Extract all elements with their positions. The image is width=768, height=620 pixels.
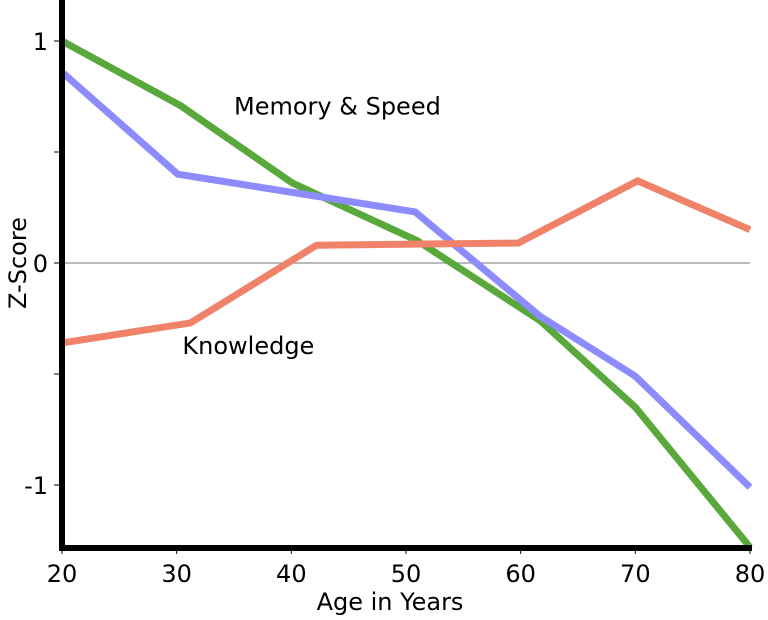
y-axis-label: Z-Score [4, 217, 32, 309]
annotation-knowledge: Knowledge [182, 332, 314, 360]
series-line-2 [61, 176, 752, 347]
x-tick-label: 30 [161, 560, 192, 588]
x-tick-label: 70 [620, 560, 651, 588]
x-tick-label: 60 [505, 560, 536, 588]
x-tick-label: 50 [391, 560, 422, 588]
y-tick-label: 1 [33, 28, 48, 56]
y-tick-label: -1 [24, 472, 48, 500]
x-tick-label: 20 [47, 560, 78, 588]
x-tick-label: 80 [735, 560, 766, 588]
x-axis-label: Age in Years [317, 588, 464, 616]
series-line-1 [59, 69, 753, 490]
y-tick-label: 0 [33, 250, 48, 278]
annotation-memory-speed: Memory & Speed [234, 92, 441, 120]
x-tick-label: 40 [276, 560, 307, 588]
